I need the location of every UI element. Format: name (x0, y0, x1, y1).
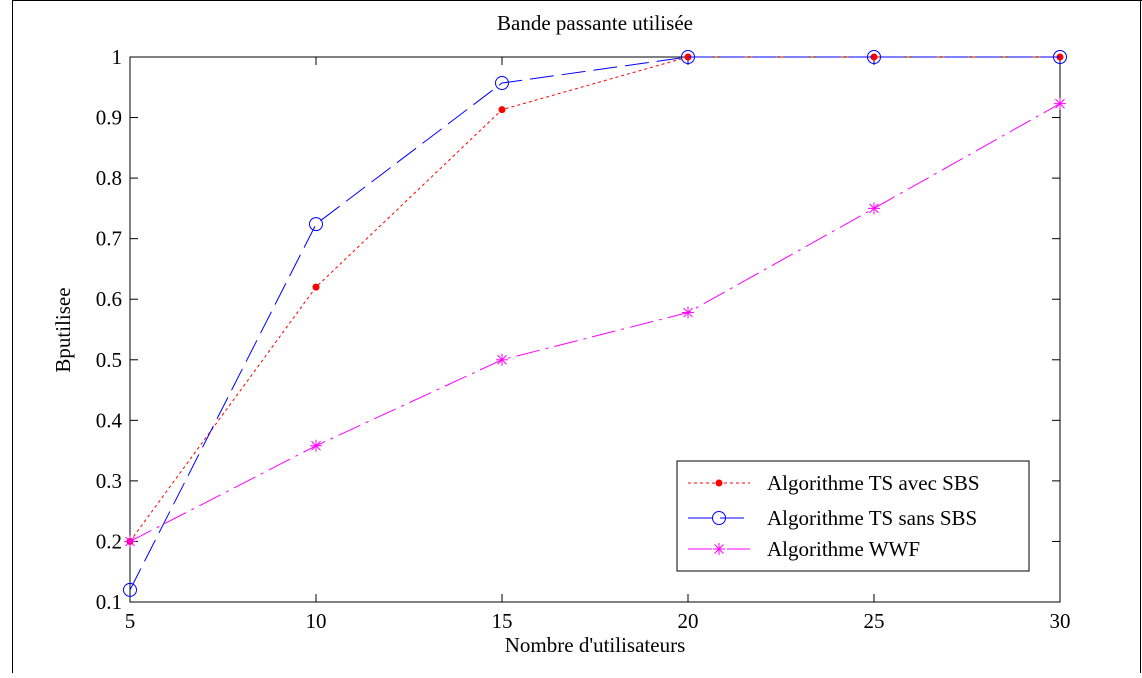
legend-entry-ts-avec-sbs: Algorithme TS avec SBS (688, 471, 980, 495)
legend-entry-wwf: Algorithme WWF (688, 537, 920, 561)
y-tick-label: 0.4 (96, 408, 123, 432)
x-tick-label: 10 (306, 609, 327, 633)
data-point (870, 53, 878, 61)
legend-marker-ts-avec-sbs (715, 479, 723, 487)
x-tick-label: 25 (864, 609, 885, 633)
y-axis-ticks: 0.1 0.2 0.3 0.4 0.5 0.6 0.7 0.8 0.9 1 (96, 45, 1060, 614)
legend-marker-ts-sans-sbs (712, 511, 726, 525)
data-point (496, 353, 508, 366)
data-point (309, 217, 323, 232)
data-point (495, 76, 509, 91)
legend-entry-ts-sans-sbs: Algorithme TS sans SBS (688, 506, 977, 530)
y-tick-label: 0.8 (96, 166, 122, 190)
series-layer (123, 50, 1067, 597)
x-tick-label: 5 (125, 609, 136, 633)
series-line-0 (129, 56, 1060, 542)
x-tick-label: 30 (1050, 609, 1071, 633)
legend-label-ts-sans-sbs: Algorithme TS sans SBS (767, 506, 977, 530)
y-tick-label: 0.9 (96, 106, 122, 130)
y-tick-label: 0.2 (96, 529, 122, 553)
y-tick-label: 0.7 (96, 227, 122, 251)
series-line-2 (129, 103, 1061, 542)
data-point (684, 53, 692, 61)
y-tick-label: 0.1 (96, 590, 122, 614)
legend-box (676, 460, 1030, 572)
data-point (123, 582, 137, 597)
legend: Algorithme TS avec SBS Algorithme TS san… (676, 460, 1030, 572)
x-tick-label: 15 (492, 609, 513, 633)
data-point (498, 106, 506, 114)
x-axis-ticks: 5 10 15 20 25 30 (125, 57, 1071, 633)
data-point (681, 50, 695, 64)
data-point (1053, 50, 1067, 64)
series-line-1 (129, 56, 1060, 591)
data-point (867, 50, 881, 64)
y-axis-label: Bputilisee (51, 287, 75, 372)
legend-marker-wwf (713, 543, 725, 555)
y-tick-label: 1 (112, 45, 123, 69)
data-point (124, 535, 136, 548)
chart-title: Bande passante utilisée (497, 11, 693, 35)
y-tick-label: 0.5 (96, 348, 122, 372)
data-point (312, 283, 320, 291)
data-point (310, 439, 322, 452)
legend-label-ts-avec-sbs: Algorithme TS avec SBS (767, 471, 980, 495)
data-point (682, 306, 694, 319)
y-tick-label: 0.3 (96, 469, 122, 493)
x-axis-label: Nombre d'utilisateurs (505, 633, 686, 657)
legend-label-wwf: Algorithme WWF (767, 537, 920, 561)
x-tick-label: 20 (678, 609, 699, 633)
data-point (868, 202, 880, 215)
data-point (1054, 97, 1066, 110)
y-tick-label: 0.6 (96, 287, 122, 311)
